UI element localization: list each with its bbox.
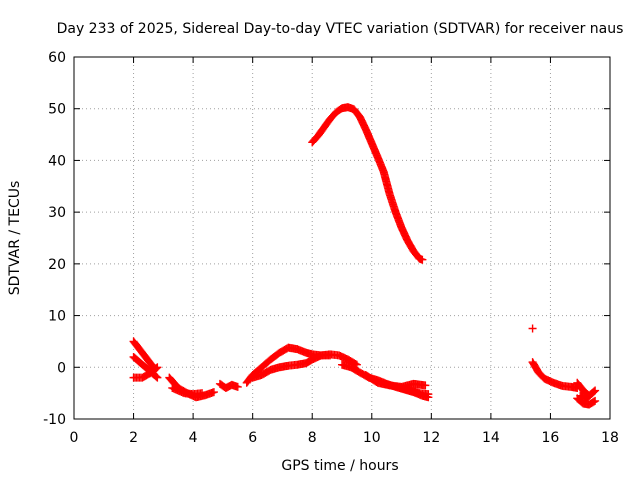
y-tick-label: 10 (48, 309, 66, 325)
data-point (152, 372, 161, 381)
series-11 (397, 383, 433, 399)
data-point (588, 389, 597, 398)
y-tick-label: 0 (57, 360, 66, 376)
x-tick-label: 2 (129, 430, 138, 446)
x-axis-label: GPS time / hours (281, 458, 398, 474)
series-5 (168, 383, 207, 399)
data-point (153, 363, 162, 372)
series-3 (129, 363, 162, 382)
data-points (129, 103, 600, 409)
plot-frame (73, 56, 611, 420)
series-10 (361, 371, 430, 391)
series-12 (528, 324, 537, 333)
x-tick-label: 6 (248, 430, 257, 446)
y-tick-label: -10 (43, 412, 66, 428)
data-point (421, 381, 430, 390)
data-point (153, 373, 162, 382)
series-16 (576, 389, 597, 403)
series-8 (248, 351, 335, 382)
x-tick-label: 16 (542, 430, 560, 446)
x-tick-label: 10 (363, 430, 381, 446)
y-tick-label: 20 (48, 257, 66, 273)
data-point (528, 324, 537, 333)
data-point (326, 351, 335, 360)
y-tick-label: 30 (48, 205, 66, 221)
x-tick-label: 12 (422, 430, 440, 446)
data-point (424, 390, 433, 399)
y-axis-label: SDTVAR / TECUs (7, 181, 23, 296)
y-tick-label: 50 (48, 102, 66, 118)
y-tick-label: 40 (48, 153, 66, 169)
y-tick-label: 60 (48, 50, 66, 66)
x-tick-label: 18 (601, 430, 619, 446)
chart-title: Day 233 of 2025, Sidereal Day-to-day VTE… (57, 21, 624, 37)
data-point (418, 255, 427, 264)
x-tick-label: 4 (189, 430, 198, 446)
data-point (589, 397, 598, 406)
x-tick-label: 14 (482, 430, 500, 446)
x-tick-label: 8 (308, 430, 317, 446)
data-point (198, 389, 207, 398)
series-13 (528, 358, 582, 392)
series-0 (308, 103, 427, 264)
x-tick-label: 0 (70, 430, 79, 446)
data-point (587, 390, 596, 399)
data-point (233, 382, 242, 391)
data-point (209, 388, 218, 397)
data-point (152, 364, 161, 373)
data-point (591, 396, 600, 405)
series-6 (215, 379, 242, 392)
